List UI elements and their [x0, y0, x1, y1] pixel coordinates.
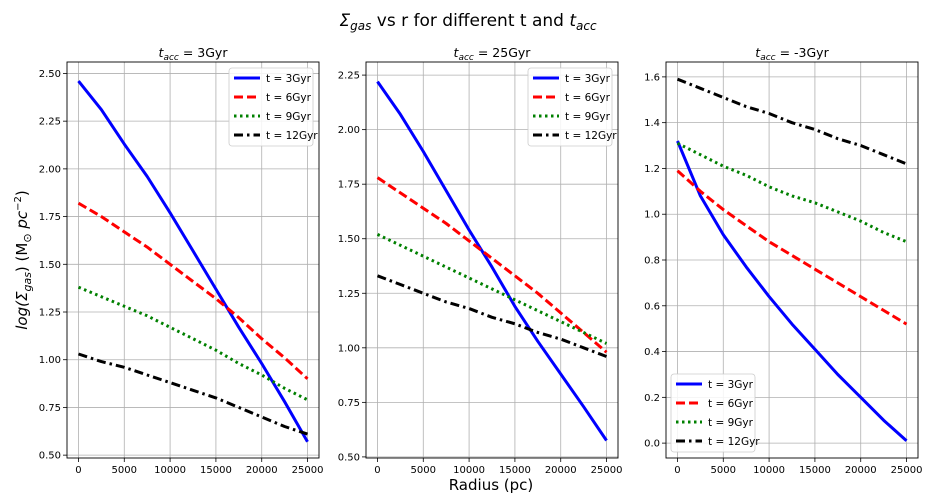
- x-tick-label: 20000: [545, 465, 577, 476]
- legend: t = 3Gyr t = 6Gyr t = 9Gyr t = 12Gyr: [228, 67, 318, 147]
- legend-label-t9: t = 9Gyr: [565, 111, 611, 123]
- y-tick-label: 0.6: [644, 301, 660, 312]
- panel-title: tacc = 3Gyr: [159, 45, 229, 63]
- x-tick-label: 15000: [499, 465, 531, 476]
- x-tick-label: 0: [75, 465, 81, 476]
- y-tick-label: 1.4: [644, 118, 660, 129]
- y-tick-label: 1.6: [644, 72, 660, 83]
- legend-label-t3: t = 3Gyr: [266, 73, 312, 85]
- y-tick-label: 0.8: [644, 256, 660, 267]
- y-tick-label: 0.50: [39, 451, 61, 462]
- x-tick-label: 5000: [411, 465, 436, 476]
- x-tick-label: 10000: [453, 465, 485, 476]
- panel-3: 0 5000 10000 15000 20000 25000 0.0 0.2 0.4 0.6 0.8…: [644, 45, 922, 476]
- x-tick-label: 0: [674, 465, 680, 476]
- y-tick-label: 0.75: [338, 398, 360, 409]
- axes-frame: [365, 61, 619, 459]
- x-tick-label: 25000: [891, 465, 923, 476]
- figure-suptitle: Σgas vs r for different t and tacc: [339, 11, 597, 33]
- panels: 0 5000 10000 15000 20000 250000.500.751.001.2…: [39, 45, 923, 476]
- series-line-t3: [676, 140, 908, 442]
- x-tick-label: 10000: [753, 465, 785, 476]
- x-axis-label: Radius (pc): [449, 476, 534, 494]
- legend-box: [228, 67, 314, 147]
- series-line-t9: [77, 285, 309, 402]
- legend-label-t6: t = 6Gyr: [708, 398, 754, 410]
- series-line-t9: [376, 233, 608, 345]
- y-tick-label: 2.25: [39, 117, 61, 128]
- y-tick-label: 2.00: [39, 164, 61, 175]
- y-axis-label: log(Σgas) (M⊙ pc−2): [13, 190, 34, 329]
- series-line-t12: [376, 274, 608, 358]
- y-tick-label: 0.4: [644, 347, 660, 358]
- panel-1: 0 5000 10000 15000 20000 25000 0.50 0.75 1.00 1.2…: [39, 45, 324, 476]
- legend-box: [527, 67, 613, 147]
- legend-label-t9: t = 9Gyr: [708, 417, 754, 429]
- y-tick-label: 0.50: [338, 452, 360, 463]
- x-tick-label: 20000: [845, 465, 877, 476]
- x-tick-label: 5000: [711, 465, 736, 476]
- y-tick-label: 1.25: [39, 308, 61, 319]
- panel-title: tacc = 25Gyr: [454, 45, 532, 63]
- series-line-t6: [676, 169, 908, 326]
- series-line-t3: [77, 80, 309, 443]
- series-line-t6: [376, 176, 608, 354]
- legend-label-t3: t = 3Gyr: [565, 73, 611, 85]
- y-tick-label: 1.0: [644, 210, 660, 221]
- x-tick-label: 15000: [200, 465, 232, 476]
- x-tick-label: 25000: [292, 465, 324, 476]
- x-tick-label: 0: [374, 465, 380, 476]
- y-tick-label: 1.50: [338, 234, 360, 245]
- y-tick-label: 1.00: [39, 355, 61, 366]
- panel-title: tacc = -3Gyr: [755, 45, 829, 63]
- legend-label-t12: t = 12Gyr: [266, 130, 318, 142]
- x-tick-label: 15000: [799, 465, 831, 476]
- y-tick-label: 1.2: [644, 164, 660, 175]
- y-tick-label: 1.50: [39, 260, 61, 271]
- x-tick-label: 25000: [591, 465, 623, 476]
- y-tick-label: 0.0: [644, 439, 660, 450]
- x-tick-label: 10000: [154, 465, 186, 476]
- y-tick-label: 2.00: [338, 125, 360, 136]
- legend: t = 3Gyr t = 6Gyr t = 9Gyr t = 12Gyr: [527, 67, 617, 147]
- legend-box: [670, 373, 756, 453]
- series-line-t12: [676, 77, 908, 166]
- y-tick-label: 2.50: [39, 69, 61, 80]
- legend-label-t12: t = 12Gyr: [708, 436, 760, 448]
- legend: t = 3Gyr t = 6Gyr t = 9Gyr t = 12Gyr: [670, 373, 760, 453]
- y-tick-label: 1.75: [39, 212, 61, 223]
- y-tick-label: 2.25: [338, 71, 360, 82]
- y-tick-label: 1.25: [338, 289, 360, 300]
- legend-label-t9: t = 9Gyr: [266, 111, 312, 123]
- y-tick-label: 1.75: [338, 180, 360, 191]
- series-line-t6: [77, 201, 309, 380]
- axes-frame: [66, 61, 320, 459]
- y-tick-label: 1.00: [338, 343, 360, 354]
- x-tick-label: 20000: [246, 465, 278, 476]
- legend-label-t12: t = 12Gyr: [565, 130, 617, 142]
- series-line-t3: [376, 80, 608, 442]
- series-line-t12: [78, 352, 308, 436]
- y-tick-label: 0.75: [39, 403, 61, 414]
- panel-2: 0 5000 10000 15000 20000 25000 0.50 0.75 1.00 1.2…: [338, 45, 623, 476]
- x-tick-label: 5000: [112, 465, 137, 476]
- y-tick-label: 0.2: [644, 393, 660, 404]
- legend-label-t6: t = 6Gyr: [266, 92, 312, 104]
- legend-label-t6: t = 6Gyr: [565, 92, 611, 104]
- legend-label-t3: t = 3Gyr: [708, 379, 754, 391]
- series-line-t9: [676, 141, 908, 244]
